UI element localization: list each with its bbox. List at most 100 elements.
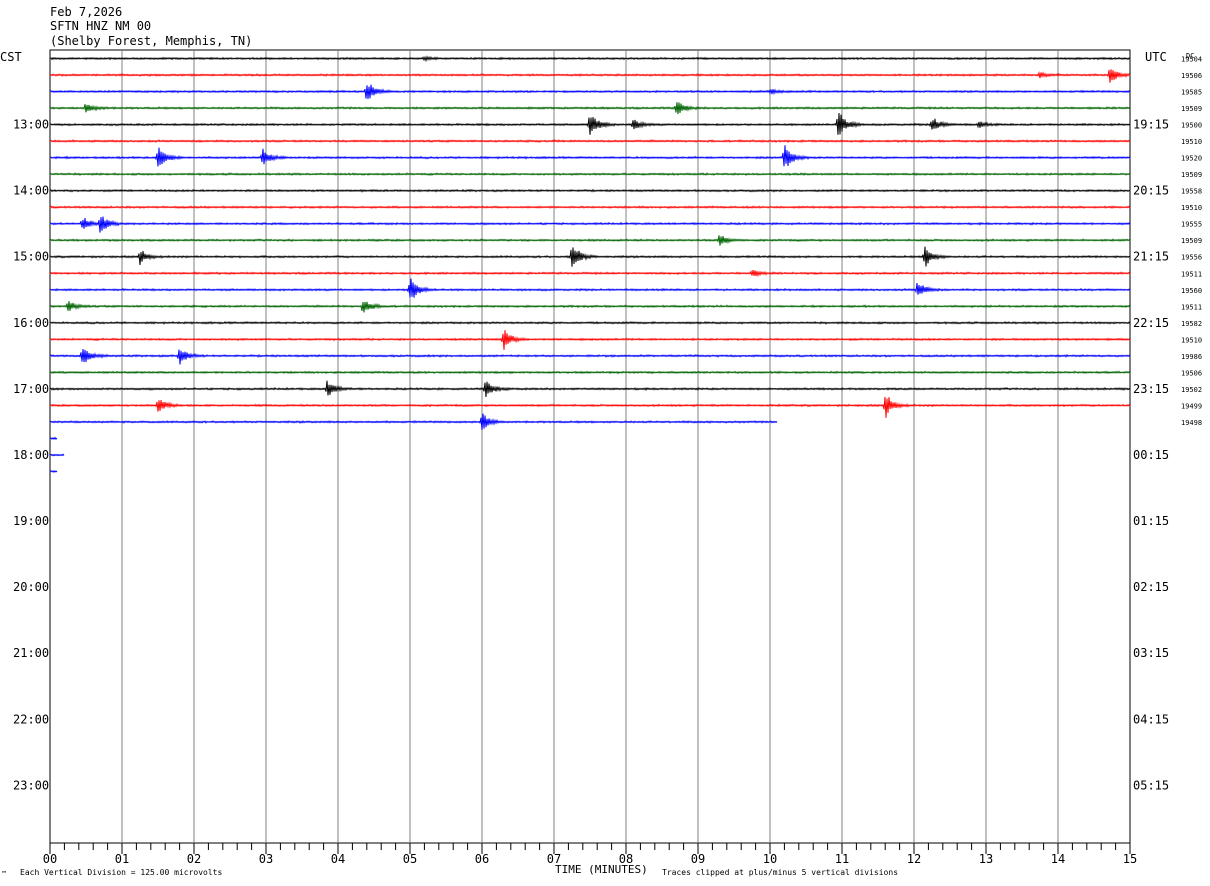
x-tick-label: 09 bbox=[691, 852, 705, 866]
trace-line bbox=[49, 370, 1131, 375]
left-time-label: 14:00 bbox=[13, 184, 49, 198]
dc-value: 19504 bbox=[1181, 56, 1202, 64]
plot-frame bbox=[49, 49, 1131, 844]
x-tick-label: 00 bbox=[43, 852, 57, 866]
dc-value: 19510 bbox=[1181, 204, 1202, 212]
x-tick-label: 08 bbox=[619, 852, 633, 866]
scale-note: Each Vertical Division = 125.00 microvol… bbox=[20, 868, 222, 877]
dc-value: 19509 bbox=[1181, 171, 1202, 179]
trace-line bbox=[49, 69, 1131, 83]
left-time-label: 23:00 bbox=[13, 778, 49, 792]
right-time-label: 22:15 bbox=[1133, 316, 1169, 330]
trace-line bbox=[49, 436, 58, 441]
left-time-label: 20:00 bbox=[13, 580, 49, 594]
trace-line bbox=[49, 413, 778, 431]
dc-value: 19582 bbox=[1181, 320, 1202, 328]
dc-value: 19502 bbox=[1181, 386, 1202, 394]
trace-line bbox=[49, 269, 1131, 278]
dc-value: 19986 bbox=[1181, 353, 1202, 361]
left-time-label: 18:00 bbox=[13, 448, 49, 462]
trace-line bbox=[49, 84, 1131, 100]
dc-value: 19510 bbox=[1181, 138, 1202, 146]
dc-value: 19511 bbox=[1181, 303, 1202, 311]
left-time-label: 16:00 bbox=[13, 316, 49, 330]
left-axis-label: CST bbox=[0, 50, 22, 64]
trace-line bbox=[49, 112, 1131, 135]
trace-line bbox=[49, 188, 1131, 193]
right-time-label: 02:15 bbox=[1133, 580, 1169, 594]
header-station: SFTN HNZ NM 00 bbox=[50, 19, 151, 33]
dc-value: 19510 bbox=[1181, 336, 1202, 344]
dc-value: 19560 bbox=[1181, 287, 1202, 295]
x-tick-label: 12 bbox=[907, 852, 921, 866]
trace-line bbox=[49, 278, 1131, 298]
right-time-label: 20:15 bbox=[1133, 184, 1169, 198]
right-time-label: 21:15 bbox=[1133, 250, 1169, 264]
x-tick-label: 03 bbox=[259, 852, 273, 866]
trace-line bbox=[49, 216, 1131, 233]
plot-grid bbox=[49, 49, 1131, 844]
dc-value: 19556 bbox=[1181, 254, 1202, 262]
right-time-label: 01:15 bbox=[1133, 514, 1169, 528]
header-date: Feb 7,2026 bbox=[50, 5, 122, 19]
dc-value: 19509 bbox=[1181, 237, 1202, 245]
header-location: (Shelby Forest, Memphis, TN) bbox=[50, 34, 252, 48]
dc-value: 19585 bbox=[1181, 89, 1202, 97]
dc-value: 19511 bbox=[1181, 270, 1202, 278]
right-time-label: 03:15 bbox=[1133, 646, 1169, 660]
left-time-label: 13:00 bbox=[13, 118, 49, 132]
trace-line bbox=[49, 320, 1131, 325]
right-time-label: 04:15 bbox=[1133, 712, 1169, 726]
dc-value: 19500 bbox=[1181, 122, 1202, 130]
x-tick-label: 04 bbox=[331, 852, 345, 866]
right-axis-label: UTC bbox=[1145, 50, 1167, 64]
dc-value: 19558 bbox=[1181, 188, 1202, 196]
dc-value: 19520 bbox=[1181, 155, 1202, 163]
trace-line bbox=[49, 380, 1131, 398]
dc-values: 19504 19506 19585 19509 19500 19510 19520 19509… bbox=[1181, 56, 1202, 427]
trace-line bbox=[49, 453, 65, 457]
left-time-label: 19:00 bbox=[13, 514, 49, 528]
x-axis-title: TIME (MINUTES) bbox=[555, 863, 648, 876]
left-time-labels: 13:00 14:00 15:00 16:00 17:00 18:00 19:00 20:00… bbox=[13, 118, 49, 793]
trace-line bbox=[49, 172, 1131, 177]
trace-line bbox=[49, 145, 1131, 167]
trace-line bbox=[49, 301, 1131, 313]
trace-line bbox=[49, 246, 1131, 267]
trace-line bbox=[49, 55, 1131, 63]
right-time-label: 23:15 bbox=[1133, 382, 1169, 396]
dc-value: 19498 bbox=[1181, 419, 1202, 427]
left-time-label: 15:00 bbox=[13, 250, 49, 264]
x-tick-label: 06 bbox=[475, 852, 489, 866]
trace-line bbox=[49, 470, 58, 474]
x-tick-label: 14 bbox=[1051, 852, 1065, 866]
x-axis-ticks: 00 01 02 03 04 05 06 07 08 09 10 11 12 13 14 15 bbox=[43, 843, 1137, 866]
corner-mark: ™ bbox=[2, 870, 6, 878]
trace-line bbox=[49, 235, 1131, 246]
right-time-labels: 19:15 20:15 21:15 22:15 23:15 00:15 01:15 02:15… bbox=[1133, 118, 1169, 793]
x-tick-label: 07 bbox=[547, 852, 561, 866]
trace-line bbox=[49, 102, 1131, 115]
x-tick-label: 11 bbox=[835, 852, 849, 866]
x-tick-label: 05 bbox=[403, 852, 417, 866]
x-tick-label: 10 bbox=[763, 852, 777, 866]
dc-value: 19499 bbox=[1181, 402, 1202, 410]
dc-value: 19509 bbox=[1181, 105, 1202, 113]
x-tick-label: 15 bbox=[1123, 852, 1137, 866]
dc-value: 19506 bbox=[1181, 72, 1202, 80]
right-time-label: 05:15 bbox=[1133, 778, 1169, 792]
x-tick-label: 01 bbox=[115, 852, 129, 866]
dc-label: DC bbox=[1186, 52, 1194, 60]
x-tick-label: 02 bbox=[187, 852, 201, 866]
trace-line bbox=[49, 330, 1131, 350]
trace-line bbox=[49, 396, 1131, 418]
dc-value: 19555 bbox=[1181, 221, 1202, 229]
right-time-label: 19:15 bbox=[1133, 118, 1169, 132]
trace-line bbox=[49, 349, 1131, 365]
dc-value: 19506 bbox=[1181, 369, 1202, 377]
trace-line bbox=[49, 205, 1131, 210]
trace-line bbox=[49, 139, 1131, 144]
left-time-label: 21:00 bbox=[13, 646, 49, 660]
clip-note: Traces clipped at plus/minus 5 vertical … bbox=[662, 868, 898, 877]
